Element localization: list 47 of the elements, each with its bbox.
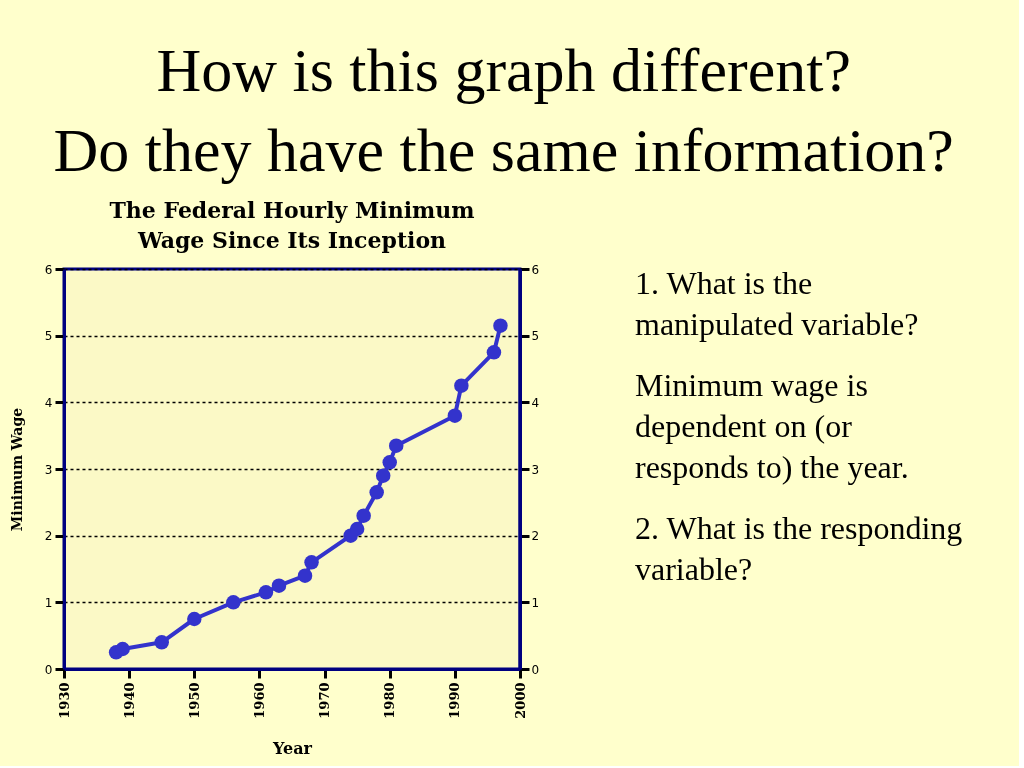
point [154, 635, 169, 650]
y-tick-label: 2 [44, 529, 53, 544]
y2-tick-label: 5 [531, 329, 540, 344]
point [369, 485, 384, 500]
point [187, 611, 202, 627]
y2-tick-label: 1 [531, 595, 540, 610]
y-axis-title: Minimum Wage [8, 407, 25, 532]
point [271, 578, 287, 593]
point [349, 521, 365, 537]
x-tick-label: 1990 [447, 682, 463, 719]
text: Minimum wage is dependent on (or responds to) the year. [635, 367, 909, 485]
point [382, 455, 397, 470]
point [486, 345, 502, 360]
point [258, 585, 274, 600]
text: 1. What is the manipulated variable? [635, 265, 919, 342]
y-tick-label: 4 [44, 395, 53, 410]
y2-tick-label: 0 [531, 662, 540, 677]
y2-tick-label: 4 [531, 395, 540, 410]
point [304, 555, 319, 570]
x-tick-label: 1960 [251, 682, 267, 719]
point [356, 508, 371, 523]
y2-tick-label: 2 [531, 529, 540, 544]
point [226, 595, 241, 610]
x-tick-label: 1980 [382, 682, 398, 719]
x-tick-label: 1930 [56, 682, 72, 719]
point [115, 641, 130, 657]
x-tick-label: 1970 [317, 682, 333, 719]
y-tick-label: 6 [44, 262, 53, 277]
point [493, 318, 508, 333]
x-tick-label: 1940 [121, 682, 137, 719]
point [454, 378, 469, 393]
y-tick-label: 0 [44, 662, 53, 677]
y-tick-label: 5 [44, 329, 53, 344]
y2-tick-label: 3 [531, 462, 540, 477]
x-tick-label: 2000 [512, 682, 528, 719]
point [297, 568, 313, 583]
y-tick-label: 1 [44, 595, 53, 610]
text: 2. What is the responding variable? [635, 510, 963, 587]
point [388, 438, 404, 453]
chart-title: How is this graph different? Do they have the same information? [53, 35, 954, 184]
y2-tick-label: 6 [531, 262, 540, 277]
chart-subtitle: The Federal Hourly Minimum Wage Since Its Inception [109, 197, 475, 253]
point [447, 408, 463, 423]
y-tick-label: 3 [44, 462, 53, 477]
point [375, 468, 391, 483]
x-axis-title: Year [271, 738, 313, 758]
x-tick-label: 1950 [186, 682, 202, 719]
